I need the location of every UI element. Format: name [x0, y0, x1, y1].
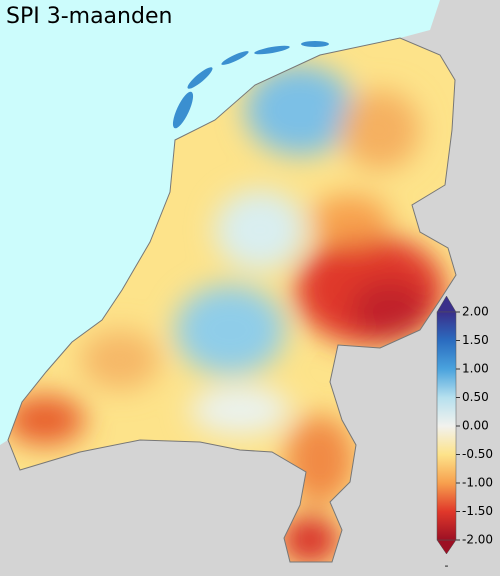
title: SPI 3-maanden [6, 4, 172, 29]
colorbar-tick-label: -1.50 [462, 504, 493, 518]
colorbar-tick-label: 0.50 [462, 390, 489, 404]
colorbar-tick-label: 0.00 [462, 419, 489, 433]
colorbar-tick-label: 1.50 [462, 333, 489, 347]
colorbar-tick-label: -1.00 [462, 476, 493, 490]
colorbar-tick-label: -2.00 [462, 533, 493, 547]
wadden-islands [172, 41, 329, 129]
colorbar-note: - [445, 559, 449, 572]
sea [0, 0, 440, 445]
colorbar-tick-label: 1.00 [462, 362, 489, 376]
colorbar-body [436, 311, 457, 541]
colorbar-tick-label: -0.50 [462, 447, 493, 461]
colorbar: 2.00 1.50 1.00 0.50 0.00 -0.50 -1.00 -1.50 -2.00… [436, 295, 493, 572]
colorbar-tick-label: 2.00 [462, 305, 489, 319]
